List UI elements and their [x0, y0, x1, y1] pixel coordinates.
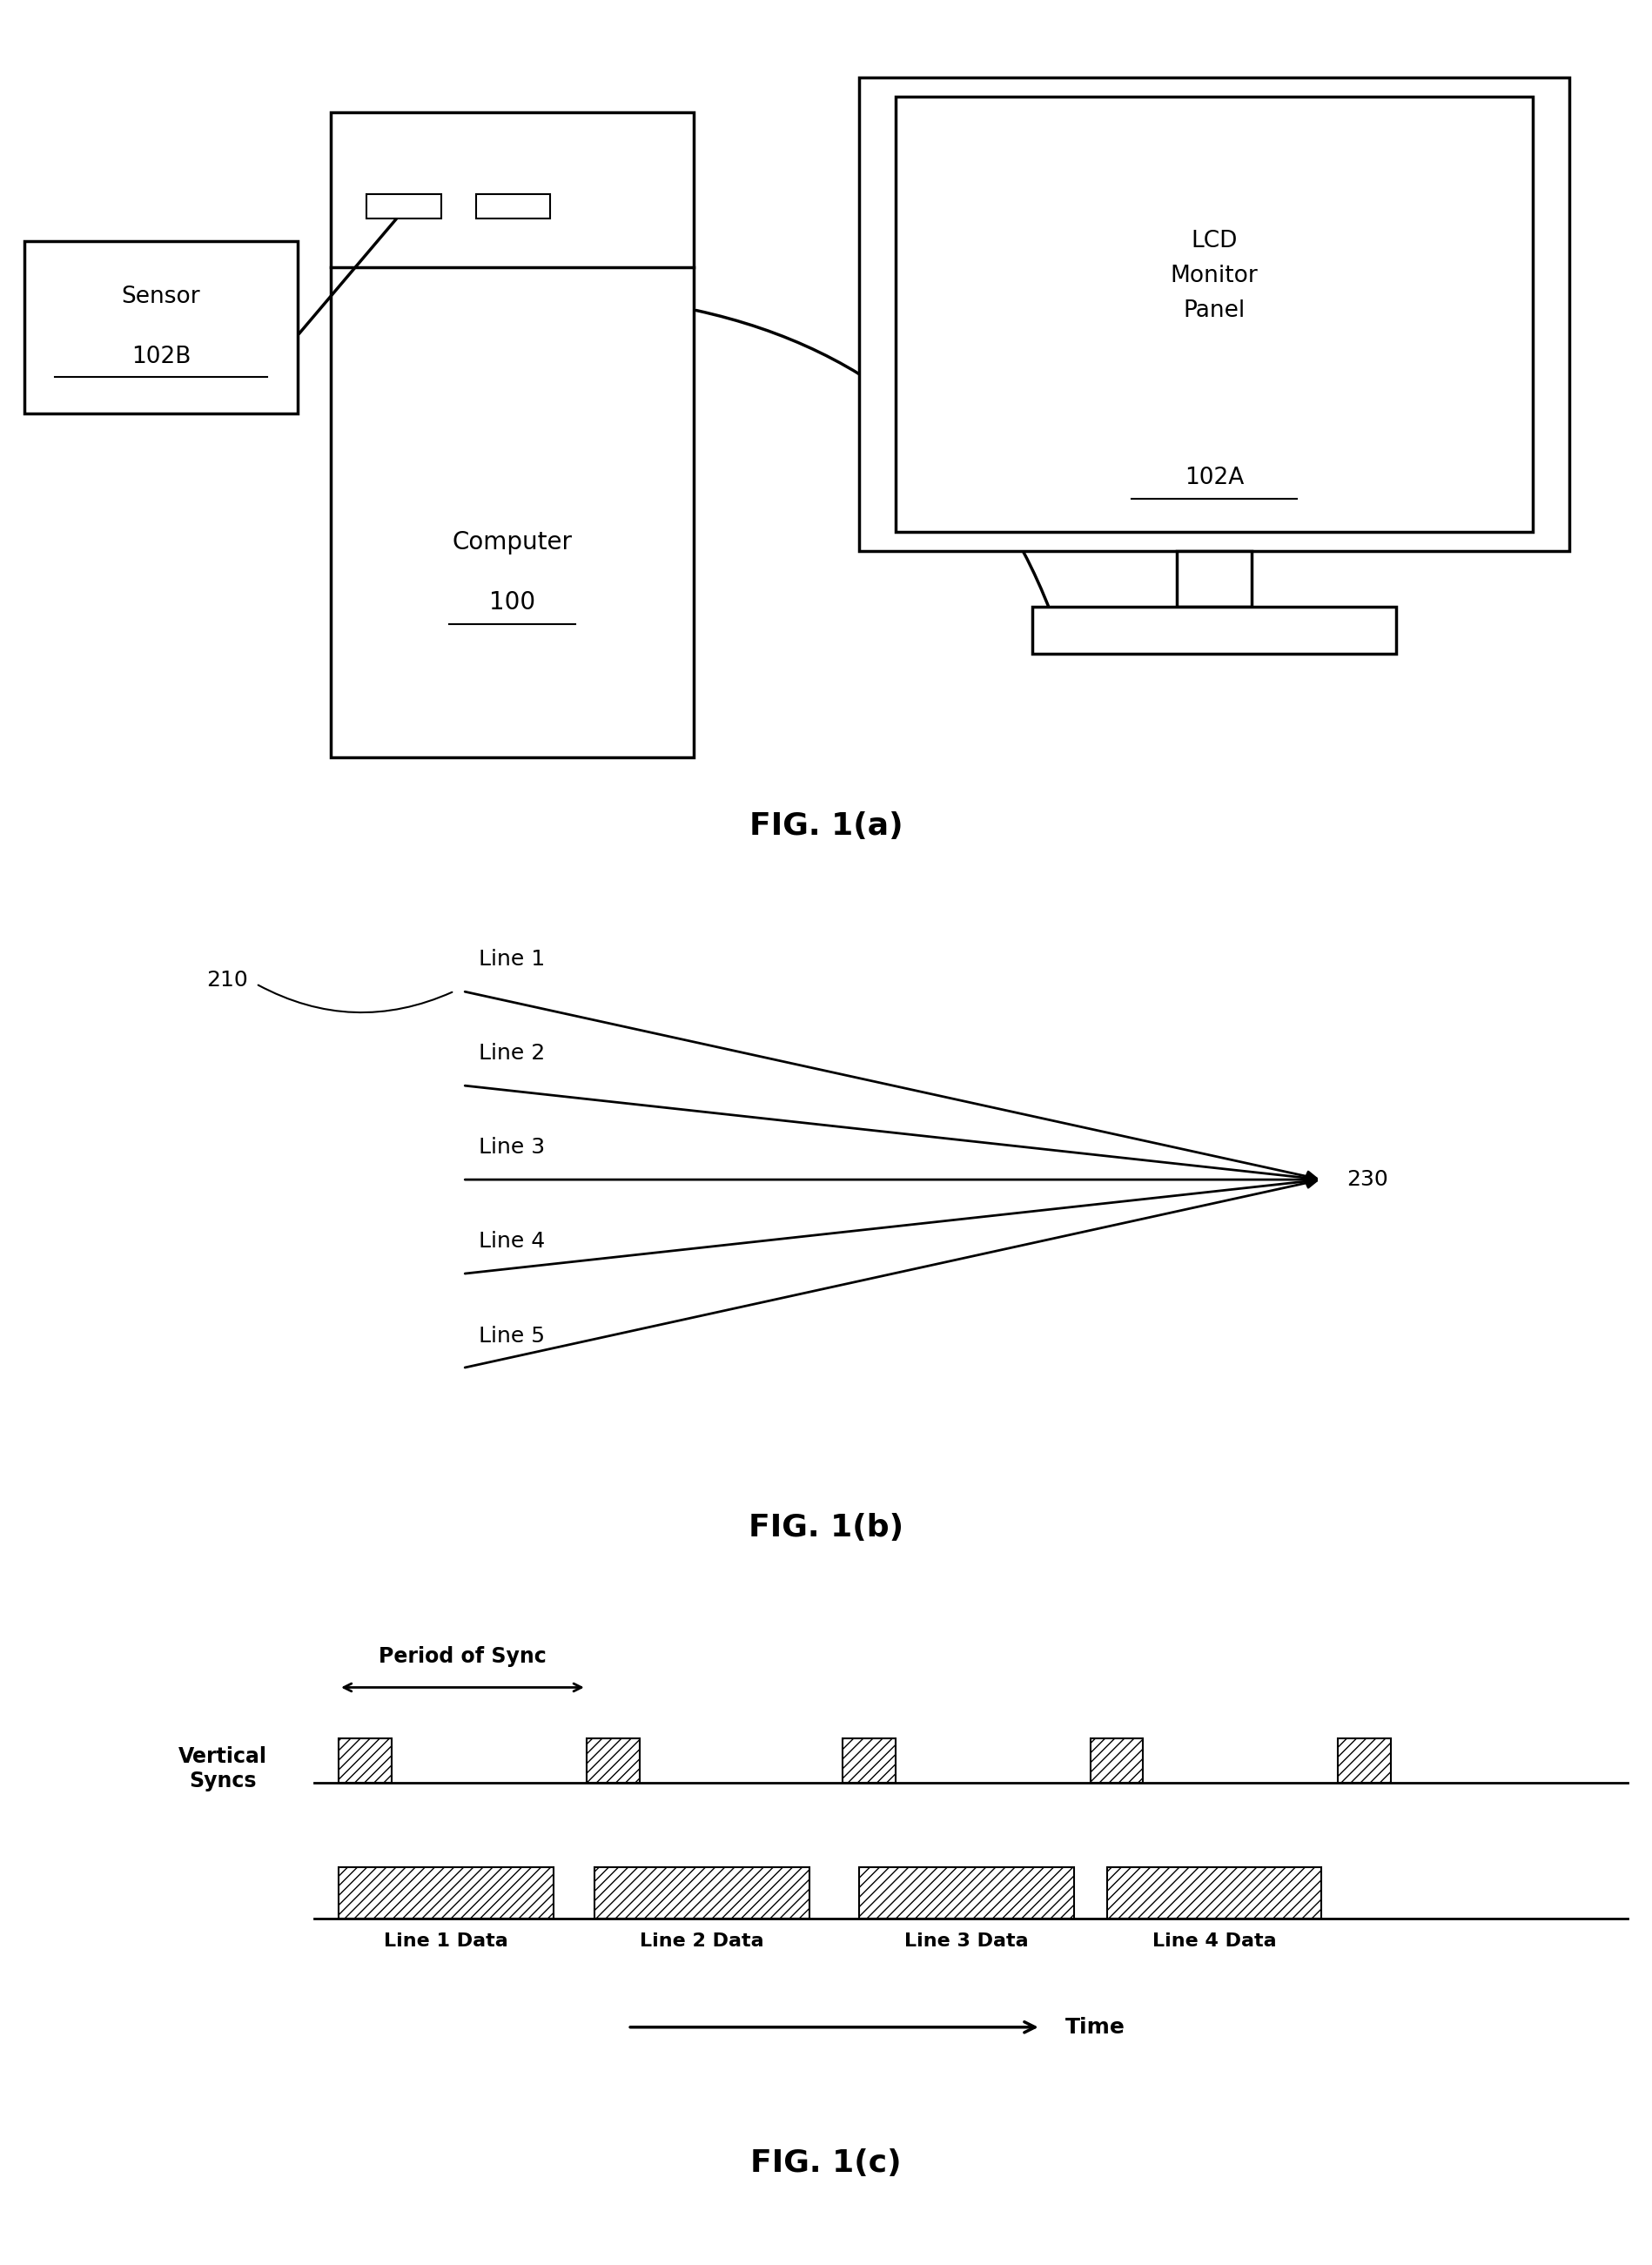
- Bar: [895, 97, 1533, 532]
- Text: Line 5: Line 5: [479, 1325, 545, 1345]
- Bar: [1032, 607, 1396, 655]
- Text: FIG. 1(a): FIG. 1(a): [748, 811, 904, 840]
- Text: FIG. 1(c): FIG. 1(c): [750, 2147, 902, 2179]
- Text: 230: 230: [1346, 1169, 1388, 1189]
- Text: Computer: Computer: [453, 530, 572, 555]
- Text: Line 4: Line 4: [479, 1232, 545, 1253]
- Text: 102A: 102A: [1184, 467, 1244, 489]
- Text: Line 3 Data: Line 3 Data: [904, 1932, 1029, 1950]
- Bar: [1176, 550, 1252, 607]
- Bar: [330, 111, 694, 757]
- Bar: [1338, 1740, 1391, 1783]
- Text: FIG. 1(b): FIG. 1(b): [748, 1513, 904, 1542]
- Text: Line 1 Data: Line 1 Data: [383, 1932, 509, 1950]
- Text: Line 2: Line 2: [479, 1042, 545, 1065]
- Text: Period of Sync: Period of Sync: [378, 1647, 547, 1667]
- Bar: [1090, 1740, 1143, 1783]
- Text: LCD
Monitor
Panel: LCD Monitor Panel: [1170, 231, 1259, 322]
- Bar: [339, 1866, 553, 1918]
- Text: Time: Time: [1066, 2016, 1125, 2038]
- Bar: [476, 195, 550, 220]
- Text: Line 2 Data: Line 2 Data: [639, 1932, 765, 1950]
- Text: Line 3: Line 3: [479, 1137, 545, 1157]
- Bar: [586, 1740, 639, 1783]
- Bar: [843, 1740, 895, 1783]
- Bar: [1107, 1866, 1322, 1918]
- Bar: [339, 1740, 392, 1783]
- Text: Line 4 Data: Line 4 Data: [1151, 1932, 1277, 1950]
- Bar: [859, 1866, 1074, 1918]
- Bar: [367, 195, 441, 220]
- Text: 100: 100: [489, 591, 535, 614]
- Text: Line 1: Line 1: [479, 949, 545, 969]
- Bar: [595, 1866, 809, 1918]
- Text: Sensor: Sensor: [122, 285, 200, 308]
- Text: 210: 210: [206, 969, 248, 990]
- Bar: [25, 240, 297, 412]
- Bar: [859, 77, 1569, 550]
- Text: 102B: 102B: [131, 347, 192, 369]
- Text: Vertical
Syncs: Vertical Syncs: [178, 1746, 268, 1792]
